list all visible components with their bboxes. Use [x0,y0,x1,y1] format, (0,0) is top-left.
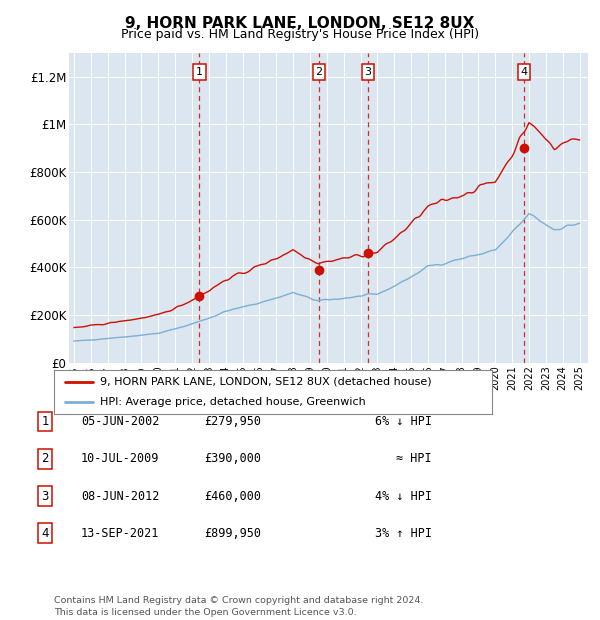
Text: 9, HORN PARK LANE, LONDON, SE12 8UX: 9, HORN PARK LANE, LONDON, SE12 8UX [125,16,475,30]
Text: This data is licensed under the Open Government Licence v3.0.: This data is licensed under the Open Gov… [54,608,356,617]
Text: £899,950: £899,950 [204,527,261,539]
Text: 3% ↑ HPI: 3% ↑ HPI [375,527,432,539]
Text: ≈ HPI: ≈ HPI [397,453,432,465]
Text: 05-JUN-2002: 05-JUN-2002 [81,415,160,428]
Text: HPI: Average price, detached house, Greenwich: HPI: Average price, detached house, Gree… [100,397,366,407]
Text: 9, HORN PARK LANE, LONDON, SE12 8UX (detached house): 9, HORN PARK LANE, LONDON, SE12 8UX (det… [100,376,431,387]
Text: 3: 3 [41,490,49,502]
Text: 6% ↓ HPI: 6% ↓ HPI [375,415,432,428]
Text: Price paid vs. HM Land Registry's House Price Index (HPI): Price paid vs. HM Land Registry's House … [121,28,479,41]
Text: 4% ↓ HPI: 4% ↓ HPI [375,490,432,502]
Text: 4: 4 [521,67,527,77]
Text: 08-JUN-2012: 08-JUN-2012 [81,490,160,502]
Text: £460,000: £460,000 [204,490,261,502]
Text: 2: 2 [41,453,49,465]
Text: 2: 2 [316,67,322,77]
Text: Contains HM Land Registry data © Crown copyright and database right 2024.: Contains HM Land Registry data © Crown c… [54,596,424,604]
Text: 1: 1 [41,415,49,428]
Text: £390,000: £390,000 [204,453,261,465]
Text: £279,950: £279,950 [204,415,261,428]
Text: 4: 4 [41,527,49,539]
Text: 3: 3 [364,67,371,77]
Text: 1: 1 [196,67,203,77]
Text: 13-SEP-2021: 13-SEP-2021 [81,527,160,539]
Text: 10-JUL-2009: 10-JUL-2009 [81,453,160,465]
